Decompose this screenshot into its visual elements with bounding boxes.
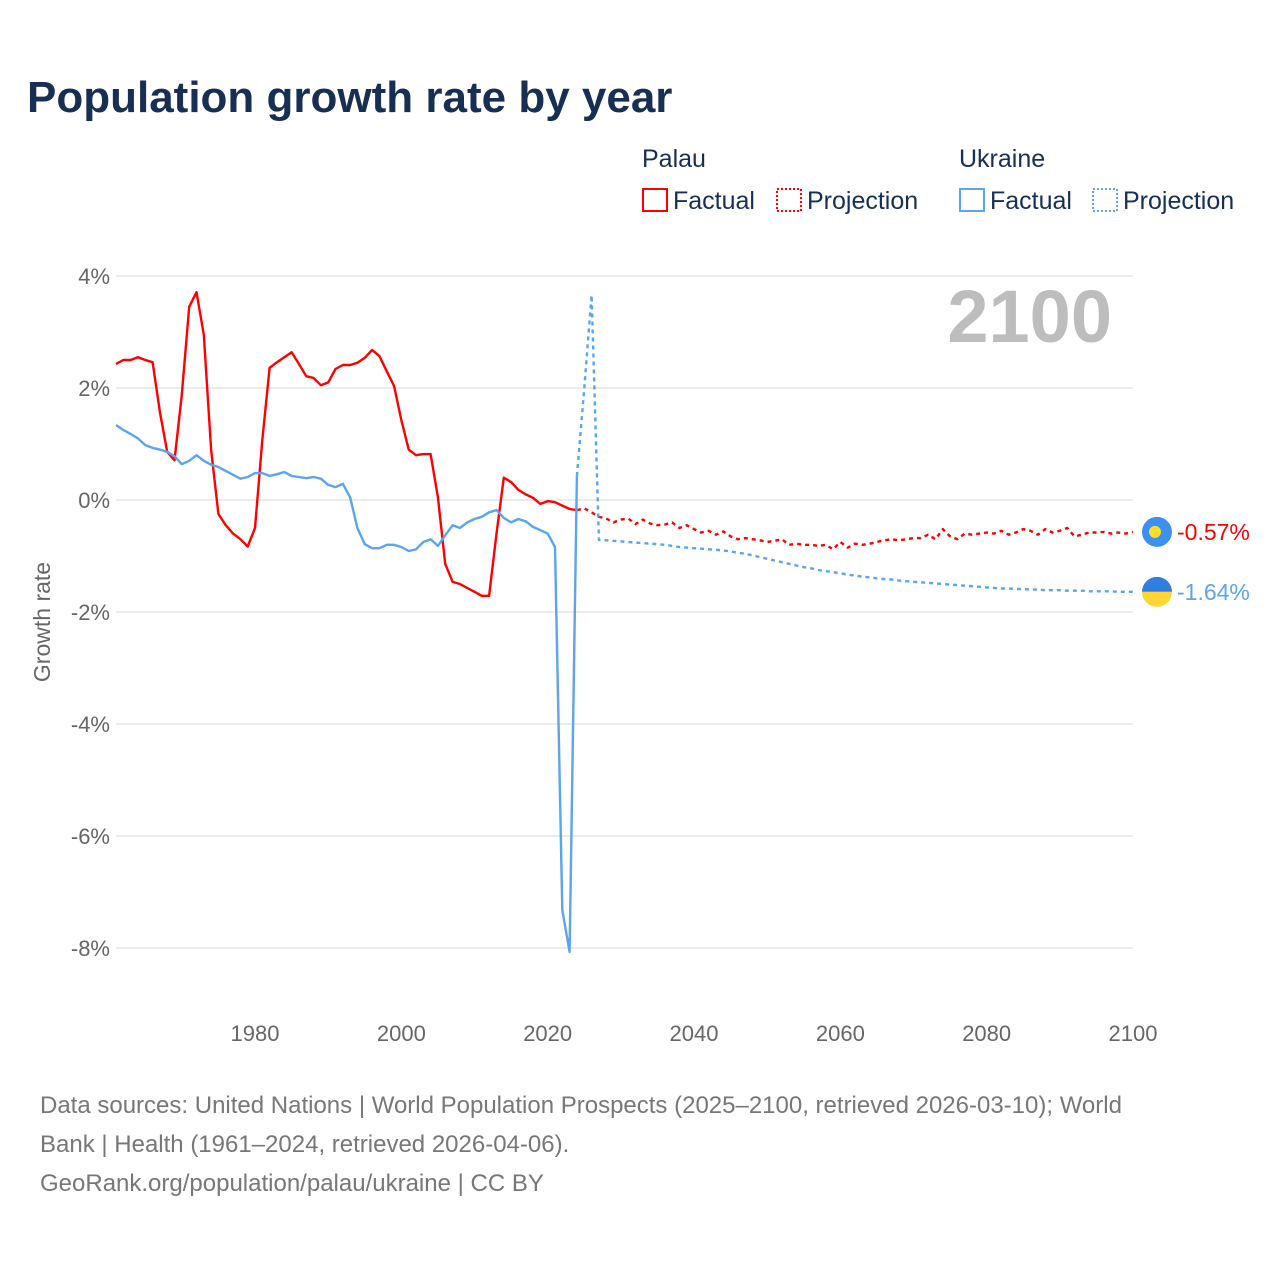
legend-ukraine-projection[interactable]: Projection [1123, 187, 1234, 215]
x-tick-label: 2100 [1109, 1021, 1158, 1046]
y-tick-label: 4% [78, 264, 110, 289]
series-palau-factual [115, 291, 578, 597]
x-axis: 1980 2000 2020 2040 2060 2080 2100 [231, 1021, 1158, 1046]
legend-swatch-palau-projection [776, 188, 802, 212]
x-tick-label: 2040 [670, 1021, 719, 1046]
legend-group-palau: Palau [642, 145, 706, 173]
legend-ukraine-factual[interactable]: Factual [990, 187, 1072, 215]
legend-palau-projection[interactable]: Projection [807, 187, 918, 215]
ukraine-flag-icon [1142, 576, 1172, 607]
palau-flag-moon [1149, 525, 1161, 538]
y-tick-label: -8% [71, 936, 110, 961]
end-marker-palau: -0.57% [1142, 516, 1250, 547]
legend-group-ukraine: Ukraine [959, 145, 1045, 173]
legend-swatch-palau-factual [642, 188, 668, 212]
footer-sources-line2: Bank | Health (1961–2024, retrieved 2026… [40, 1131, 569, 1158]
current-year-label: 2100 [947, 275, 1112, 358]
x-tick-label: 2060 [816, 1021, 865, 1046]
x-tick-label: 2080 [962, 1021, 1011, 1046]
legend-swatch-ukraine-projection [1092, 188, 1118, 212]
end-marker-ukraine: -1.64% [1142, 576, 1250, 607]
gridlines [116, 275, 1133, 949]
y-axis-label: Growth rate [29, 562, 55, 682]
x-tick-label: 1980 [231, 1021, 280, 1046]
footer-sources-line1: Data sources: United Nations | World Pop… [40, 1092, 1122, 1119]
y-tick-label: 0% [78, 488, 110, 513]
y-tick-label: -6% [71, 824, 110, 849]
legend: Palau Factual Projection Ukraine Factual… [642, 145, 1234, 215]
chart-title: Population growth rate by year [27, 73, 672, 122]
x-tick-label: 2020 [523, 1021, 572, 1046]
legend-swatch-ukraine-factual [959, 188, 985, 212]
y-tick-label: 2% [78, 376, 110, 401]
series-ukraine-factual [115, 424, 579, 954]
series-lines [115, 291, 1134, 954]
x-tick-label: 2000 [377, 1021, 426, 1046]
end-label-palau: -0.57% [1177, 519, 1250, 545]
footer-attribution-link[interactable]: GeoRank.org/population/palau/ukraine | C… [40, 1170, 544, 1197]
end-label-ukraine: -1.64% [1177, 579, 1250, 605]
series-ukraine-projection [575, 293, 1133, 593]
legend-palau-factual[interactable]: Factual [673, 187, 755, 215]
y-tick-label: -4% [71, 712, 110, 737]
series-palau-projection [576, 507, 1134, 551]
y-axis: 4% 2% 0% -2% -4% -6% -8% [71, 264, 110, 961]
y-tick-label: -2% [71, 600, 110, 625]
